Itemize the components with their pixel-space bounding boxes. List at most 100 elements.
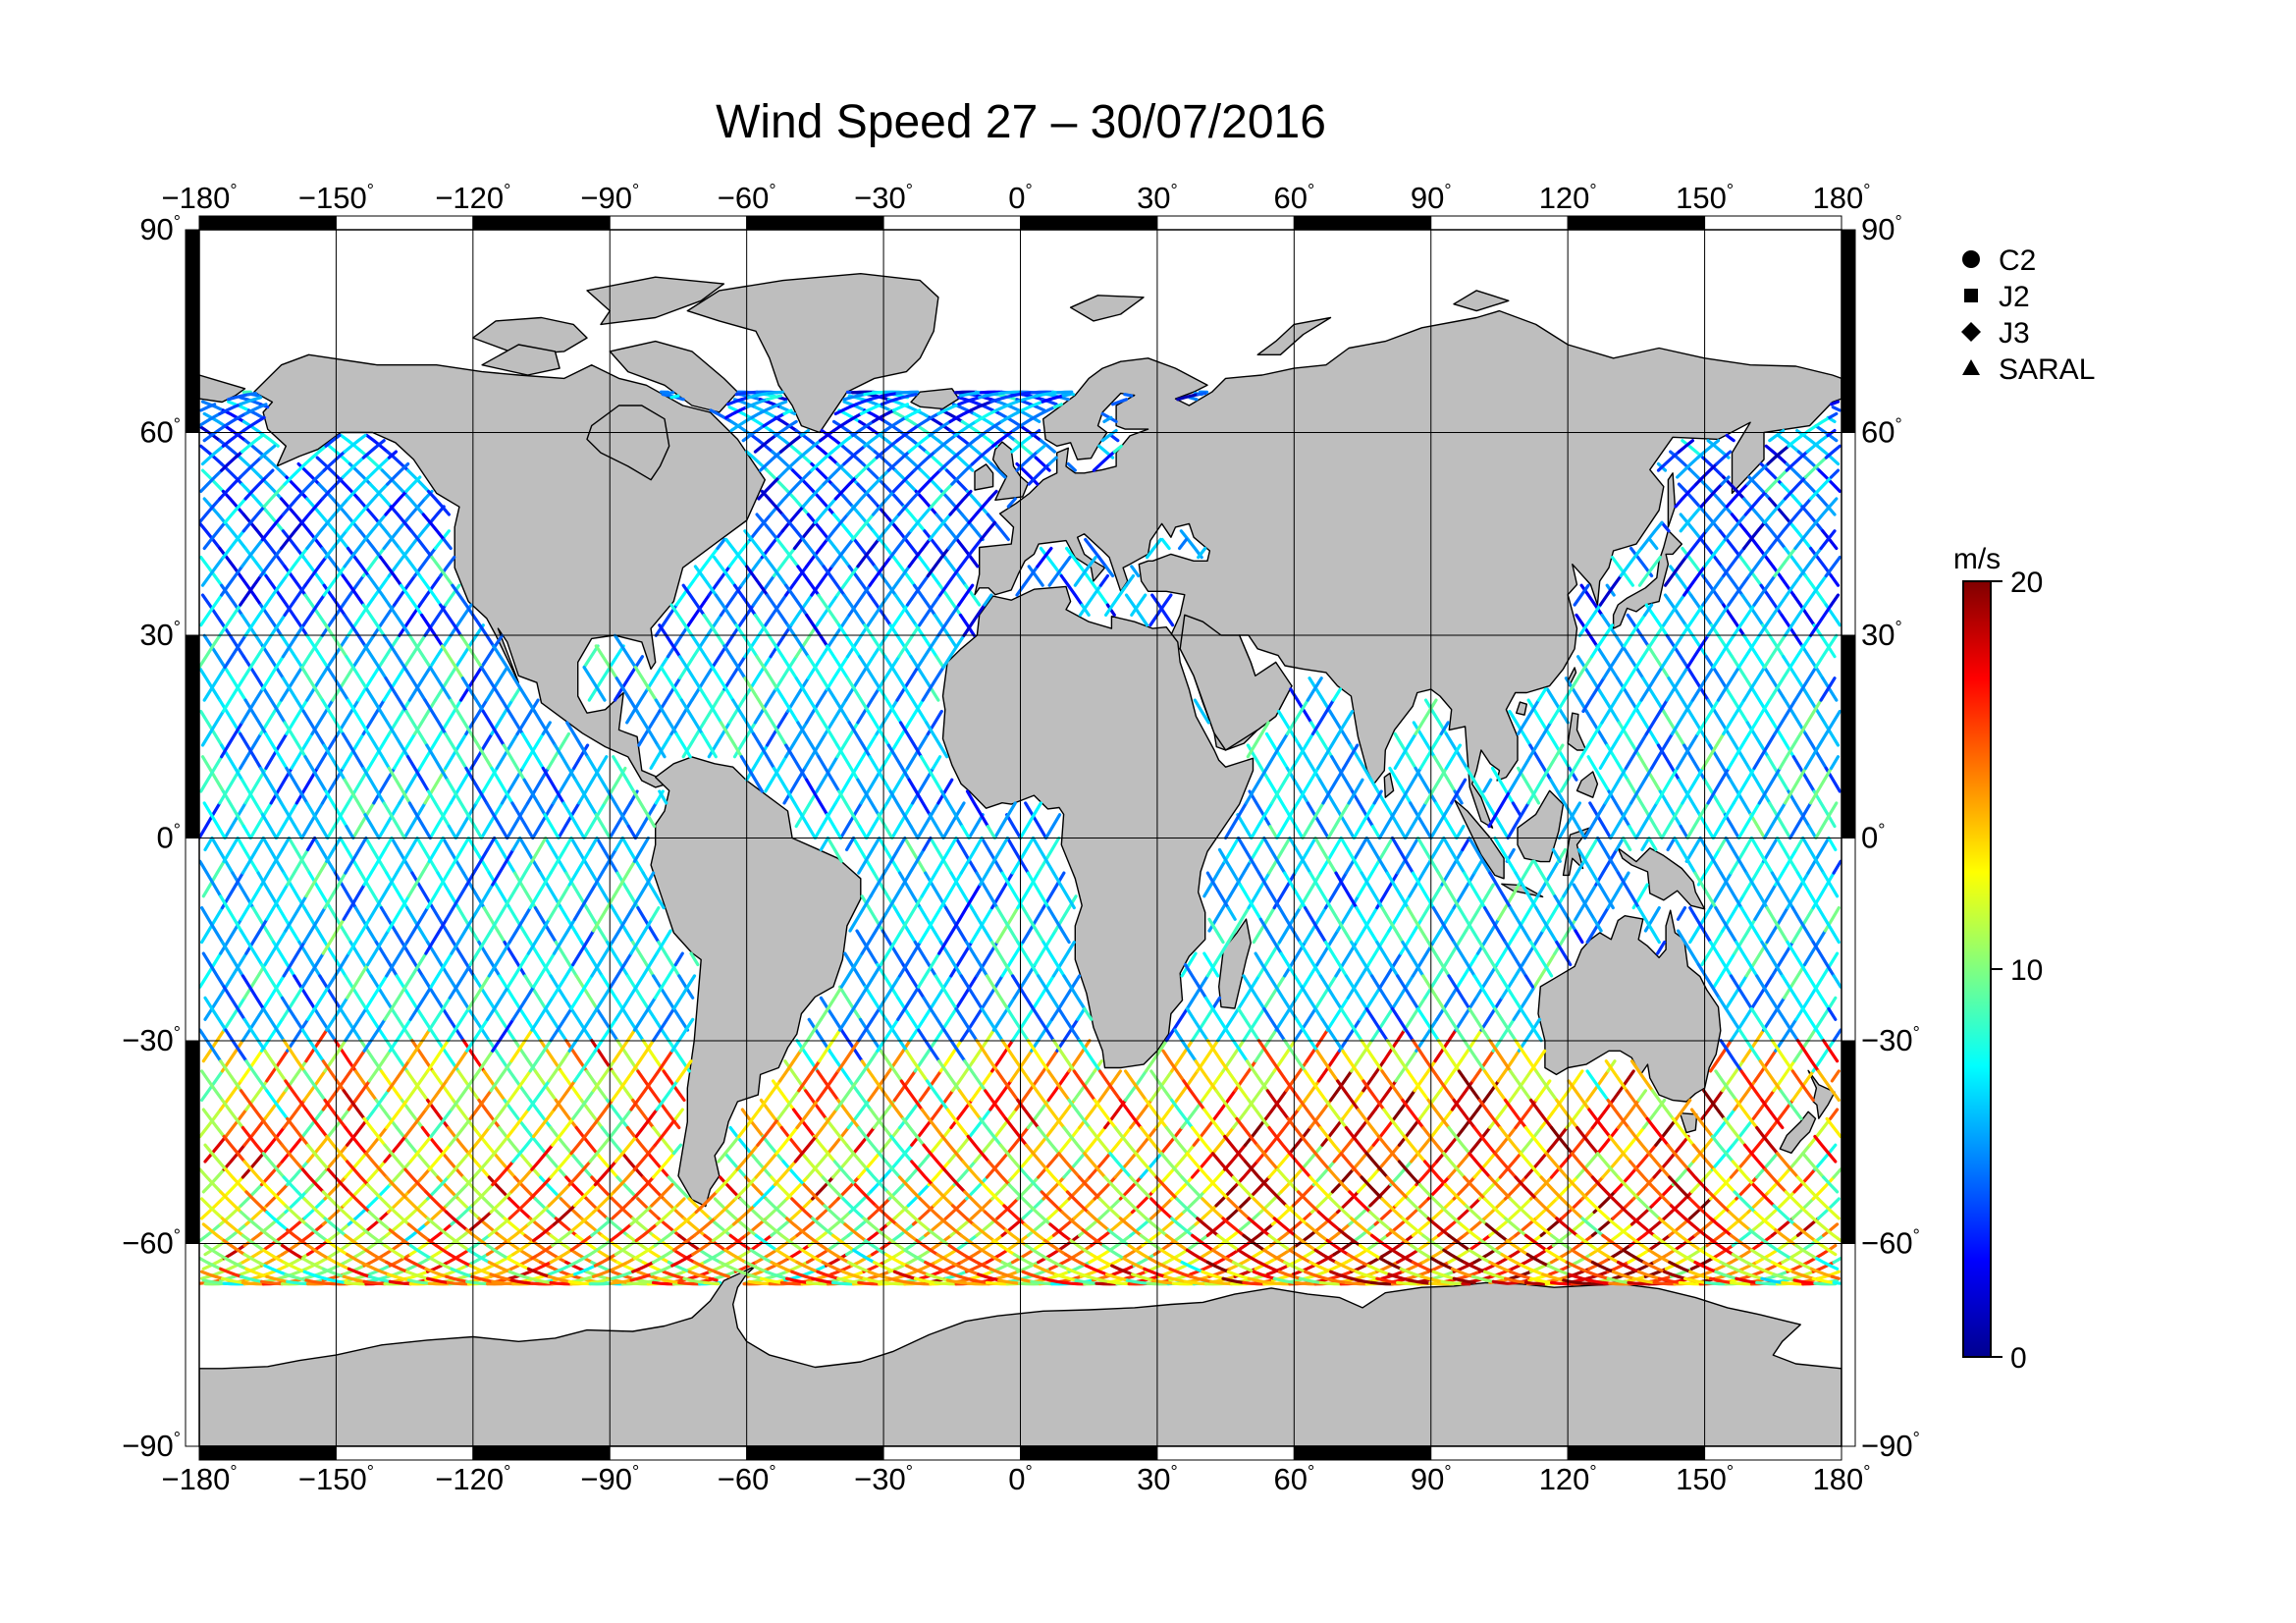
satellite-track-segment (1667, 676, 1691, 714)
satellite-track-segment (199, 665, 222, 702)
satellite-track-segment (1575, 1152, 1600, 1179)
longitude-label: −60° (718, 1462, 776, 1496)
satellite-track-segment (904, 1049, 930, 1083)
satellite-track-segment (406, 1167, 431, 1194)
satellite-track-segment (1310, 698, 1336, 736)
satellite-track-segment (323, 1276, 347, 1285)
satellite-track-segment (282, 940, 306, 978)
satellite-track-segment (1710, 1134, 1735, 1163)
satellite-track-segment (753, 687, 777, 725)
satellite-track-segment (1090, 1252, 1114, 1268)
satellite-track-segment (424, 1267, 449, 1278)
satellite-track-segment (1083, 1006, 1094, 1021)
satellite-track-segment (922, 836, 933, 852)
satellite-track-segment (646, 1006, 670, 1043)
satellite-track-segment (890, 801, 915, 840)
satellite-track-segment (1007, 1182, 1032, 1208)
satellite-track-segment (199, 497, 222, 524)
satellite-track-segment (203, 836, 214, 852)
satellite-track-segment (1059, 396, 1070, 402)
satellite-track-segment (1606, 1276, 1630, 1285)
satellite-track-segment (1762, 497, 1788, 524)
satellite-track-segment (864, 985, 888, 1021)
satellite-track-segment (1636, 1089, 1648, 1103)
satellite-track-segment (848, 894, 873, 933)
satellite-track-segment (260, 1116, 285, 1147)
satellite-track-segment (1482, 1270, 1508, 1280)
satellite-track-segment (1616, 871, 1641, 910)
satellite-track-segment (609, 1108, 633, 1139)
longitude-label: 150° (1676, 181, 1734, 215)
satellite-track-segment (338, 505, 362, 533)
satellite-track-segment (1284, 1204, 1308, 1226)
frame-segment-bottom (1020, 1445, 1158, 1461)
satellite-track-segment (1457, 905, 1482, 945)
satellite-track-segment (240, 929, 264, 967)
satellite-track-segment (567, 1160, 592, 1187)
satellite-track-segment (929, 974, 953, 1011)
satellite-track-segment (681, 583, 706, 618)
satellite-track-segment (1244, 766, 1269, 805)
satellite-track-segment (1755, 1280, 1780, 1286)
satellite-track-segment (1224, 1028, 1250, 1063)
degree-symbol: ° (1444, 181, 1451, 200)
satellite-track-segment (344, 1280, 368, 1286)
satellite-track-segment (446, 974, 470, 1011)
satellite-track-segment (827, 613, 851, 648)
satellite-track-segment (1336, 709, 1355, 736)
satellite-track-segment (444, 583, 461, 607)
satellite-track-segment (780, 505, 805, 533)
frame-segment-top (198, 215, 337, 231)
satellite-track-segment (1788, 1143, 1812, 1171)
satellite-track-segment (897, 489, 922, 516)
satellite-track-segment (936, 403, 961, 415)
longitude-label: −150° (298, 181, 374, 215)
satellite-track-segment (1523, 1280, 1548, 1286)
satellite-track-segment (402, 633, 427, 670)
degree-symbol: ° (174, 212, 181, 232)
satellite-track-segment (1686, 1167, 1711, 1194)
satellite-track-segment (985, 974, 1010, 1011)
satellite-track-segment (1722, 698, 1746, 736)
satellite-track-segment (830, 433, 855, 454)
satellite-track-segment (993, 1108, 1018, 1139)
satellite-track-segment (240, 1006, 265, 1043)
satellite-track-segment (936, 778, 954, 805)
satellite-track-segment (1684, 836, 1702, 863)
satellite-track-segment (967, 497, 991, 524)
satellite-track-segment (1609, 801, 1633, 840)
satellite-track-segment (507, 1270, 532, 1280)
satellite-track-segment (1648, 1182, 1674, 1208)
satellite-track-segment (651, 1006, 676, 1043)
satellite-track-segment (224, 1167, 248, 1194)
satellite-track-segment (1171, 1143, 1196, 1171)
satellite-track-segment (671, 1006, 690, 1032)
satellite-track-segment (1825, 1228, 1842, 1243)
satellite-track-segment (1684, 1243, 1709, 1261)
satellite-track-segment (1300, 1143, 1324, 1171)
satellite-track-segment (506, 1108, 531, 1139)
satellite-track-segment (1403, 996, 1427, 1032)
satellite-track-segment (902, 505, 927, 533)
satellite-track-segment (1055, 1017, 1080, 1053)
satellite-track-segment (1084, 537, 1108, 568)
satellite-track-segment (1560, 1197, 1584, 1220)
satellite-track-segment (425, 743, 450, 782)
satellite-track-segment (958, 391, 984, 398)
satellite-track-segment (1164, 1125, 1190, 1156)
satellite-track-segment (541, 766, 565, 805)
satellite-track-segment (888, 623, 913, 659)
satellite-track-segment (1735, 1098, 1759, 1130)
satellite-track-segment (326, 801, 350, 840)
satellite-track-segment (800, 1248, 825, 1265)
satellite-track-segment (1209, 1279, 1234, 1286)
degree-symbol: ° (1026, 181, 1033, 200)
label-number: 150 (1676, 1462, 1727, 1496)
satellite-track-segment (1390, 836, 1415, 875)
satellite-track-segment (280, 665, 304, 702)
satellite-track-segment (659, 665, 684, 702)
satellite-track-segment (403, 1222, 428, 1243)
colorbar-tick-label: 20 (2010, 567, 2043, 599)
satellite-track-segment (1658, 789, 1682, 829)
satellite-track-segment (1421, 1125, 1446, 1156)
